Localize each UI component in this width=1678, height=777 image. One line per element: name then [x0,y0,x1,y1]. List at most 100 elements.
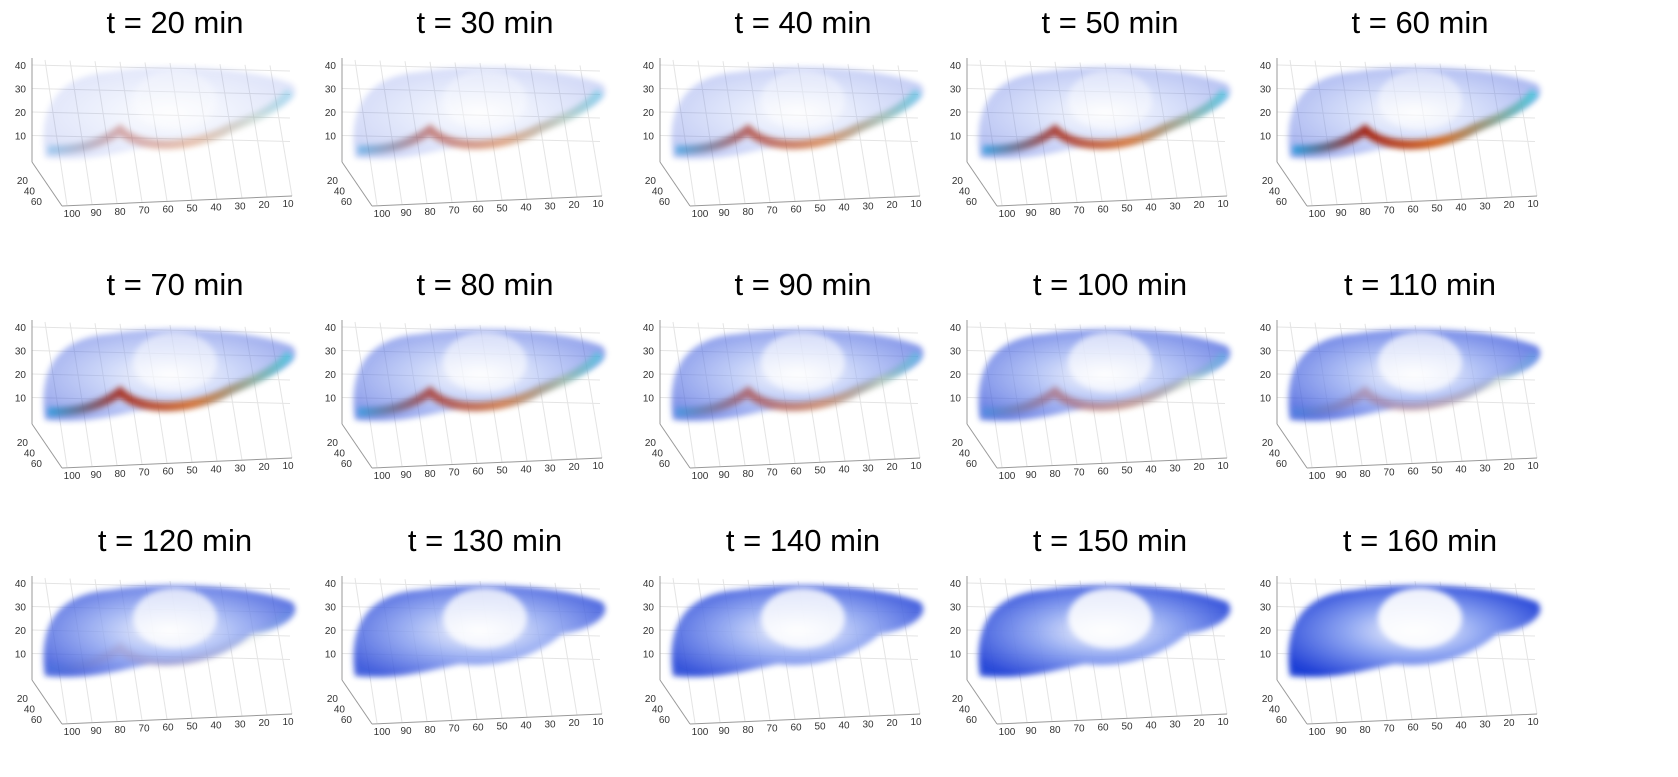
z-tick-label: 20 [15,370,27,381]
lobe-highlight [443,332,527,392]
x-tick-label: 50 [1121,466,1133,477]
lobe-highlight [443,588,527,648]
x-tick-label: 20 [258,462,270,473]
depth-tick-label: 20 [645,176,657,187]
panel: t = 110 min40302010204060100908070605040… [1260,267,1540,482]
x-tick-label: 30 [234,201,246,212]
z-tick-label: 20 [1260,370,1272,381]
x-tick-label: 100 [999,727,1016,738]
depth-tick-label: 60 [341,715,353,726]
z-tick-label: 20 [643,626,655,637]
x-tick-label: 50 [814,204,826,215]
z-tick-label: 30 [15,85,27,96]
x-tick-label: 60 [790,723,802,734]
x-tick-label: 50 [496,722,508,733]
x-tick-label: 50 [186,204,198,215]
x-tick-label: 40 [1145,202,1157,213]
z-tick-label: 10 [643,650,655,661]
x-tick-label: 10 [592,199,604,210]
x-tick-label: 50 [496,466,508,477]
x-tick-label: 40 [210,202,222,213]
z-tick-label: 40 [643,61,655,72]
x-tick-label: 10 [1217,717,1229,728]
x-tick-label: 20 [568,200,580,211]
x-tick-label: 50 [814,466,826,477]
x-tick-label: 100 [64,727,81,738]
z-tick-label: 20 [1260,626,1272,637]
x-tick-label: 20 [568,718,580,729]
x-tick-label: 20 [1193,718,1205,729]
x-tick-label: 90 [90,726,102,737]
depth-tick-label: 60 [1276,715,1288,726]
x-tick-label: 80 [1359,207,1371,218]
depth-tick-label: 40 [959,187,971,198]
x-tick-label: 80 [742,725,754,736]
z-tick-label: 10 [325,132,337,143]
z-tick-label: 40 [15,323,27,334]
x-tick-label: 100 [374,727,391,738]
x-tick-label: 50 [1431,204,1443,215]
z-tick-label: 40 [950,579,962,590]
x-tick-label: 60 [1097,467,1109,478]
depth-tick-label: 40 [959,449,971,460]
x-tick-label: 50 [1431,722,1443,733]
x-tick-label: 100 [374,209,391,220]
x-tick-label: 90 [400,208,412,219]
x-tick-label: 70 [448,468,460,479]
depth-tick-label: 20 [1262,438,1274,449]
panel-title: t = 160 min [1343,523,1497,558]
depth-tick-label: 20 [645,694,657,705]
lobe-highlight [761,588,845,648]
lobe-highlight [443,70,527,130]
x-tick-label: 40 [1455,464,1467,475]
x-tick-label: 20 [886,200,898,211]
depth-tick-label: 60 [31,715,43,726]
lobe-highlight [1068,70,1152,130]
z-tick-label: 40 [15,61,27,72]
x-tick-label: 20 [886,462,898,473]
z-tick-label: 20 [643,370,655,381]
x-tick-label: 90 [718,208,730,219]
x-tick-label: 30 [1479,201,1491,212]
x-tick-label: 70 [448,206,460,217]
z-tick-label: 30 [950,85,962,96]
x-tick-label: 90 [90,470,102,481]
panel: t = 20 min403020102040601009080706050403… [15,5,295,220]
x-tick-label: 70 [1383,468,1395,479]
lobe-highlight [1068,588,1152,648]
x-tick-label: 100 [64,209,81,220]
x-tick-label: 20 [1193,462,1205,473]
z-tick-label: 10 [325,394,337,405]
x-tick-label: 70 [1073,724,1085,735]
x-tick-label: 80 [114,725,126,736]
depth-tick-label: 20 [952,438,964,449]
z-tick-label: 30 [15,347,27,358]
z-tick-label: 30 [950,603,962,614]
lobe-highlight [1378,332,1462,392]
x-tick-label: 70 [448,724,460,735]
depth-tick-label: 60 [966,715,978,726]
x-tick-label: 30 [234,719,246,730]
x-tick-label: 100 [1309,727,1326,738]
panel-title: t = 20 min [107,5,244,40]
x-tick-label: 60 [1407,205,1419,216]
z-tick-label: 20 [325,626,337,637]
x-tick-label: 60 [162,723,174,734]
z-tick-label: 40 [325,61,337,72]
z-tick-label: 10 [15,650,27,661]
x-tick-label: 100 [1309,471,1326,482]
z-tick-label: 40 [643,579,655,590]
z-tick-label: 40 [950,61,962,72]
x-tick-label: 60 [790,205,802,216]
panel-title: t = 90 min [735,267,872,302]
depth-tick-label: 40 [1269,187,1281,198]
x-tick-label: 50 [186,466,198,477]
x-tick-label: 20 [1503,200,1515,211]
x-tick-label: 20 [258,200,270,211]
z-tick-label: 20 [325,108,337,119]
x-tick-label: 70 [138,206,150,217]
panel: t = 90 min403020102040601009080706050403… [643,267,923,482]
x-tick-label: 60 [1097,723,1109,734]
